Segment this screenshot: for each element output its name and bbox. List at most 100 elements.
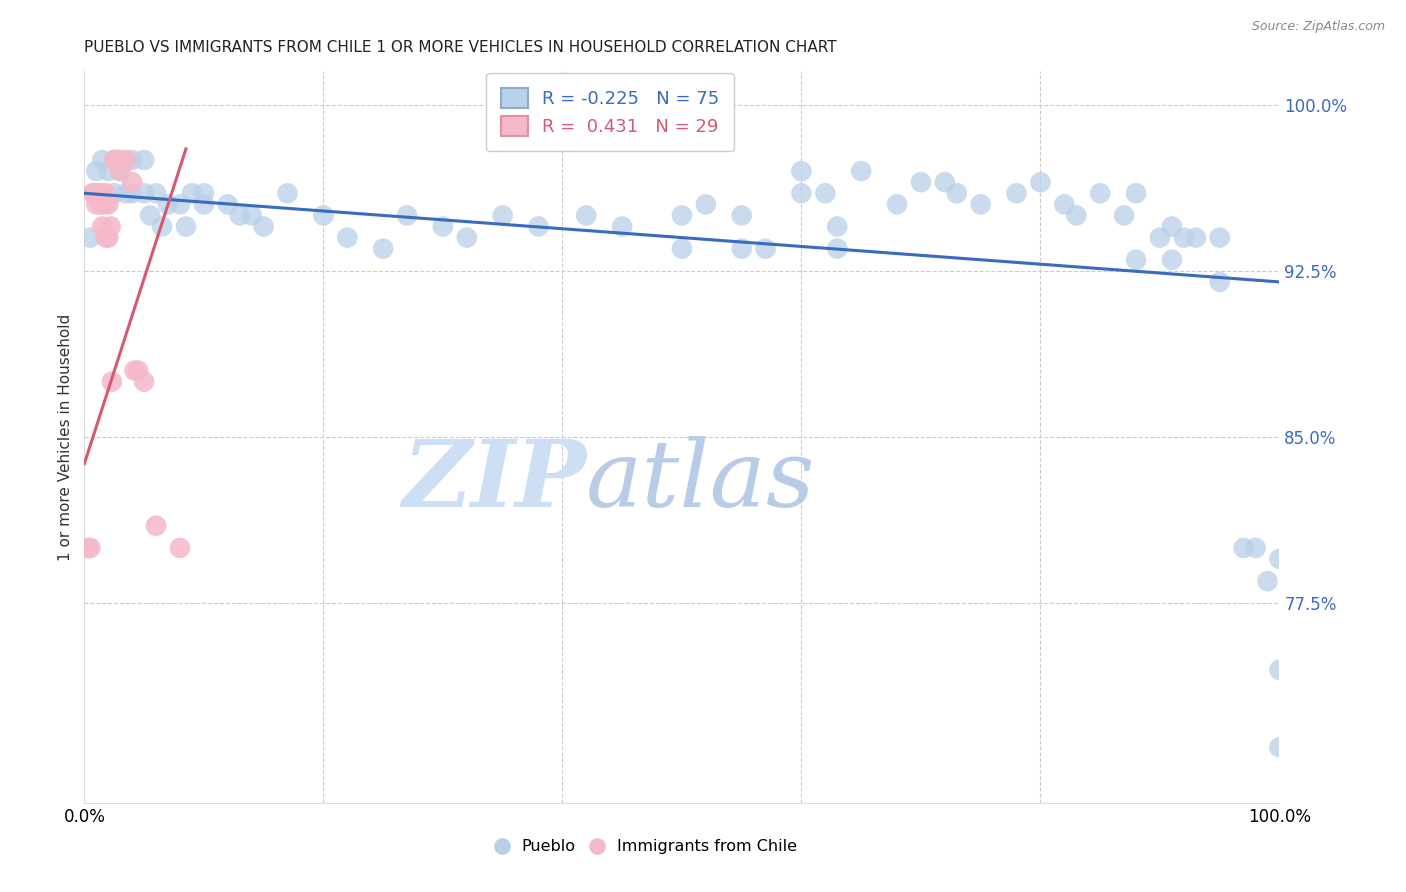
- Point: [1005, 186, 1028, 201]
- Point: [1185, 230, 1208, 244]
- Point: [93, 197, 115, 211]
- Point: [121, 186, 143, 201]
- Point: [193, 197, 215, 211]
- Point: [1090, 186, 1112, 201]
- Point: [115, 153, 138, 167]
- Point: [1257, 574, 1279, 589]
- Point: [97, 197, 120, 211]
- Point: [671, 242, 693, 256]
- Point: [86, 164, 108, 178]
- Point: [145, 518, 167, 533]
- Point: [946, 186, 969, 201]
- Point: [97, 164, 120, 178]
- Point: [575, 209, 598, 223]
- Point: [527, 219, 550, 234]
- Point: [790, 186, 813, 201]
- Point: [277, 186, 299, 201]
- Point: [150, 219, 173, 234]
- Point: [396, 209, 419, 223]
- Point: [1244, 541, 1267, 555]
- Point: [157, 197, 180, 211]
- Point: [132, 153, 156, 167]
- Point: [827, 219, 849, 234]
- Point: [1125, 186, 1147, 201]
- Point: [91, 153, 114, 167]
- Point: [886, 197, 908, 211]
- Point: [373, 242, 395, 256]
- Point: [814, 186, 837, 201]
- Point: [229, 209, 252, 223]
- Point: [934, 175, 956, 189]
- Point: [89, 186, 111, 201]
- Point: [253, 219, 276, 234]
- Point: [612, 219, 634, 234]
- Point: [1161, 252, 1184, 267]
- Text: PUEBLO VS IMMIGRANTS FROM CHILE 1 OR MORE VEHICLES IN HOUSEHOLD CORRELATION CHAR: PUEBLO VS IMMIGRANTS FROM CHILE 1 OR MOR…: [84, 40, 837, 55]
- Point: [127, 363, 149, 377]
- Point: [970, 197, 993, 211]
- Point: [1161, 219, 1184, 234]
- Point: [82, 186, 104, 201]
- Point: [86, 197, 108, 211]
- Point: [105, 153, 128, 167]
- Point: [1173, 230, 1195, 244]
- Point: [79, 541, 101, 555]
- Point: [312, 209, 335, 223]
- Point: [90, 197, 112, 211]
- Point: [827, 242, 849, 256]
- Point: [115, 186, 138, 201]
- Point: [91, 197, 114, 211]
- Point: [110, 164, 132, 178]
- Point: [110, 153, 132, 167]
- Point: [1209, 275, 1232, 289]
- Point: [103, 153, 125, 167]
- Point: [1066, 209, 1088, 223]
- Point: [97, 230, 120, 244]
- Point: [336, 230, 359, 244]
- Point: [1268, 663, 1291, 677]
- Point: [174, 219, 197, 234]
- Point: [110, 164, 132, 178]
- Point: [103, 186, 125, 201]
- Point: [121, 153, 143, 167]
- Point: [169, 541, 191, 555]
- Point: [101, 375, 124, 389]
- Point: [755, 242, 778, 256]
- Point: [132, 375, 156, 389]
- Point: [83, 186, 105, 201]
- Point: [87, 186, 110, 201]
- Point: [145, 186, 167, 201]
- Point: [91, 219, 114, 234]
- Point: [790, 164, 813, 178]
- Point: [1268, 552, 1291, 566]
- Point: [1114, 209, 1136, 223]
- Point: [240, 209, 263, 223]
- Point: [1268, 740, 1291, 755]
- Point: [671, 209, 693, 223]
- Point: [1149, 230, 1171, 244]
- Point: [1029, 175, 1052, 189]
- Point: [139, 209, 162, 223]
- Text: atlas: atlas: [586, 436, 815, 526]
- Text: Source: ZipAtlas.com: Source: ZipAtlas.com: [1251, 20, 1385, 33]
- Point: [86, 186, 108, 201]
- Point: [132, 186, 156, 201]
- Point: [1053, 197, 1076, 211]
- Point: [1233, 541, 1256, 555]
- Point: [695, 197, 717, 211]
- Point: [193, 186, 215, 201]
- Y-axis label: 1 or more Vehicles in Household: 1 or more Vehicles in Household: [58, 313, 73, 561]
- Point: [731, 209, 754, 223]
- Point: [79, 230, 101, 244]
- Legend: Pueblo, Immigrants from Chile: Pueblo, Immigrants from Chile: [489, 833, 803, 861]
- Point: [851, 164, 873, 178]
- Point: [94, 230, 117, 244]
- Text: ZIP: ZIP: [402, 436, 586, 526]
- Point: [94, 186, 117, 201]
- Point: [77, 541, 100, 555]
- Point: [456, 230, 478, 244]
- Point: [432, 219, 454, 234]
- Point: [110, 153, 132, 167]
- Point: [121, 175, 143, 189]
- Point: [1209, 230, 1232, 244]
